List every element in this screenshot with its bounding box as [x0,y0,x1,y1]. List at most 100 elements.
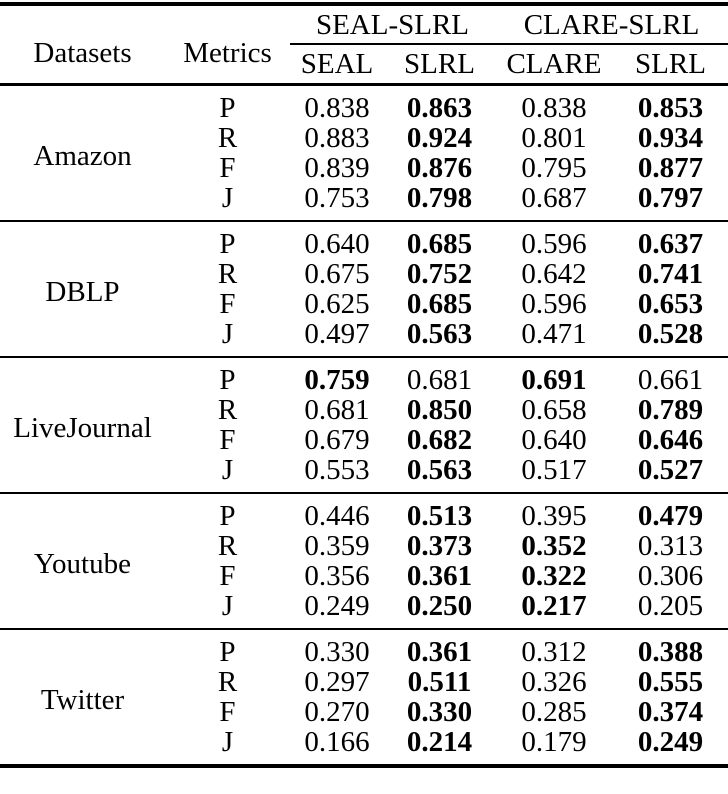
metric-value: 0.555 [637,665,704,698]
metric-label: J [221,181,234,214]
metric-value: 0.753 [304,181,370,214]
metric-value: 0.313 [637,529,704,562]
metric-value: 0.797 [637,181,704,214]
metric-label: P [219,499,236,532]
metric-value: 0.312 [521,635,587,668]
metric-value: 0.876 [406,151,473,184]
metric-value: 0.446 [304,499,370,532]
metric-label: F [219,151,236,184]
metric-value: 0.801 [521,121,587,154]
metric-value: 0.752 [406,257,473,290]
metric-value: 0.653 [637,287,704,320]
metric-value: 0.682 [406,423,473,456]
table-header: Datasets Metrics SEAL-SLRL CLARE-SLRL SE… [0,4,728,86]
metric-value: 0.596 [521,227,587,260]
metric-label: J [221,725,234,758]
metric-value: 0.527 [637,453,704,486]
metric-value: 0.759 [304,363,370,396]
metric-value: 0.863 [406,91,473,124]
table-row: J 0.249 0.250 0.217 0.205 [0,591,728,629]
table-row: R 0.297 0.511 0.326 0.555 [0,667,728,697]
metric-value: 0.924 [406,121,473,154]
metric-label: F [219,423,236,456]
table-row: F 0.679 0.682 0.640 0.646 [0,425,728,455]
table-row: J 0.553 0.563 0.517 0.527 [0,455,728,493]
table-row: F 0.839 0.876 0.795 0.877 [0,153,728,183]
metric-label: R [217,121,238,154]
table-row: R 0.675 0.752 0.642 0.741 [0,259,728,289]
metric-value: 0.361 [406,635,473,668]
metric-value: 0.681 [406,363,473,396]
metric-value: 0.297 [304,665,370,698]
dataset-name: Youtube [34,548,131,580]
metric-value: 0.685 [406,287,473,320]
metric-value: 0.249 [637,725,704,758]
col-header-metrics: Metrics [165,4,290,86]
metric-value: 0.658 [521,393,587,426]
metric-value: 0.691 [521,363,587,396]
subcol-header-clare: CLARE [495,44,613,86]
table-row: Youtube P 0.446 0.513 0.395 0.479 [0,493,728,580]
metric-label: J [221,589,234,622]
table-row: F 0.625 0.685 0.596 0.653 [0,289,728,319]
subcol-header-seal: SEAL [290,44,384,86]
table-row: DBLP P 0.640 0.685 0.596 0.637 [0,221,728,308]
metric-value: 0.681 [304,393,370,426]
table-row: J 0.753 0.798 0.687 0.797 [0,183,728,221]
table-row: F 0.270 0.330 0.285 0.374 [0,697,728,727]
dataset-name: DBLP [45,276,120,308]
metric-value: 0.330 [406,695,473,728]
metric-value: 0.877 [637,151,704,184]
metric-value: 0.388 [637,635,704,668]
metric-value: 0.214 [406,725,473,758]
col-header-datasets: Datasets [0,4,165,86]
dataset-block-amazon: Amazon P 0.838 0.863 0.838 0.853 R 0.883… [0,84,728,221]
metric-value: 0.497 [304,317,370,350]
metric-value: 0.285 [521,695,587,728]
metric-value: 0.217 [521,589,587,622]
metric-label: F [219,287,236,320]
group-header-clare-slrl: CLARE-SLRL [495,4,728,45]
metric-label: F [219,695,236,728]
subcol-header-slrl-2: SLRL [613,44,728,86]
metric-value: 0.270 [304,695,370,728]
metric-label: R [217,529,238,562]
results-table: Datasets Metrics SEAL-SLRL CLARE-SLRL SE… [0,2,728,768]
dataset-name: LiveJournal [13,412,152,444]
table-row: R 0.359 0.373 0.352 0.313 [0,531,728,561]
metric-value: 0.839 [304,151,370,184]
metric-value: 0.563 [406,453,473,486]
metric-value: 0.838 [521,91,587,124]
subcol-header-slrl-1: SLRL [384,44,495,86]
table-row: R 0.883 0.924 0.801 0.934 [0,123,728,153]
metric-value: 0.850 [406,393,473,426]
metric-value: 0.322 [521,559,587,592]
dataset-block-livejournal: LiveJournal P 0.759 0.681 0.691 0.661 R … [0,357,728,493]
dataset-block-twitter: Twitter P 0.330 0.361 0.312 0.388 R 0.29… [0,629,728,766]
metric-label: P [219,91,236,124]
metric-label: R [217,257,238,290]
metric-value: 0.563 [406,317,473,350]
metric-value: 0.625 [304,287,370,320]
table-row: R 0.681 0.850 0.658 0.789 [0,395,728,425]
metric-value: 0.517 [521,453,587,486]
metric-value: 0.326 [521,665,587,698]
metric-value: 0.661 [637,363,704,396]
metric-value: 0.637 [637,227,704,260]
metric-value: 0.553 [304,453,370,486]
metric-value: 0.528 [637,317,704,350]
metric-label: P [219,635,236,668]
group-header-seal-slrl: SEAL-SLRL [290,4,495,45]
metric-value: 0.838 [304,91,370,124]
metric-value: 0.640 [521,423,587,456]
metric-value: 0.205 [637,589,704,622]
metric-value: 0.640 [304,227,370,260]
metric-value: 0.330 [304,635,370,668]
dataset-name: Twitter [40,684,125,716]
metric-label: J [221,317,234,350]
metric-value: 0.395 [521,499,587,532]
metric-value: 0.513 [406,499,473,532]
metric-value: 0.374 [637,695,704,728]
metric-value: 0.685 [406,227,473,260]
table-row: J 0.166 0.214 0.179 0.249 [0,727,728,766]
